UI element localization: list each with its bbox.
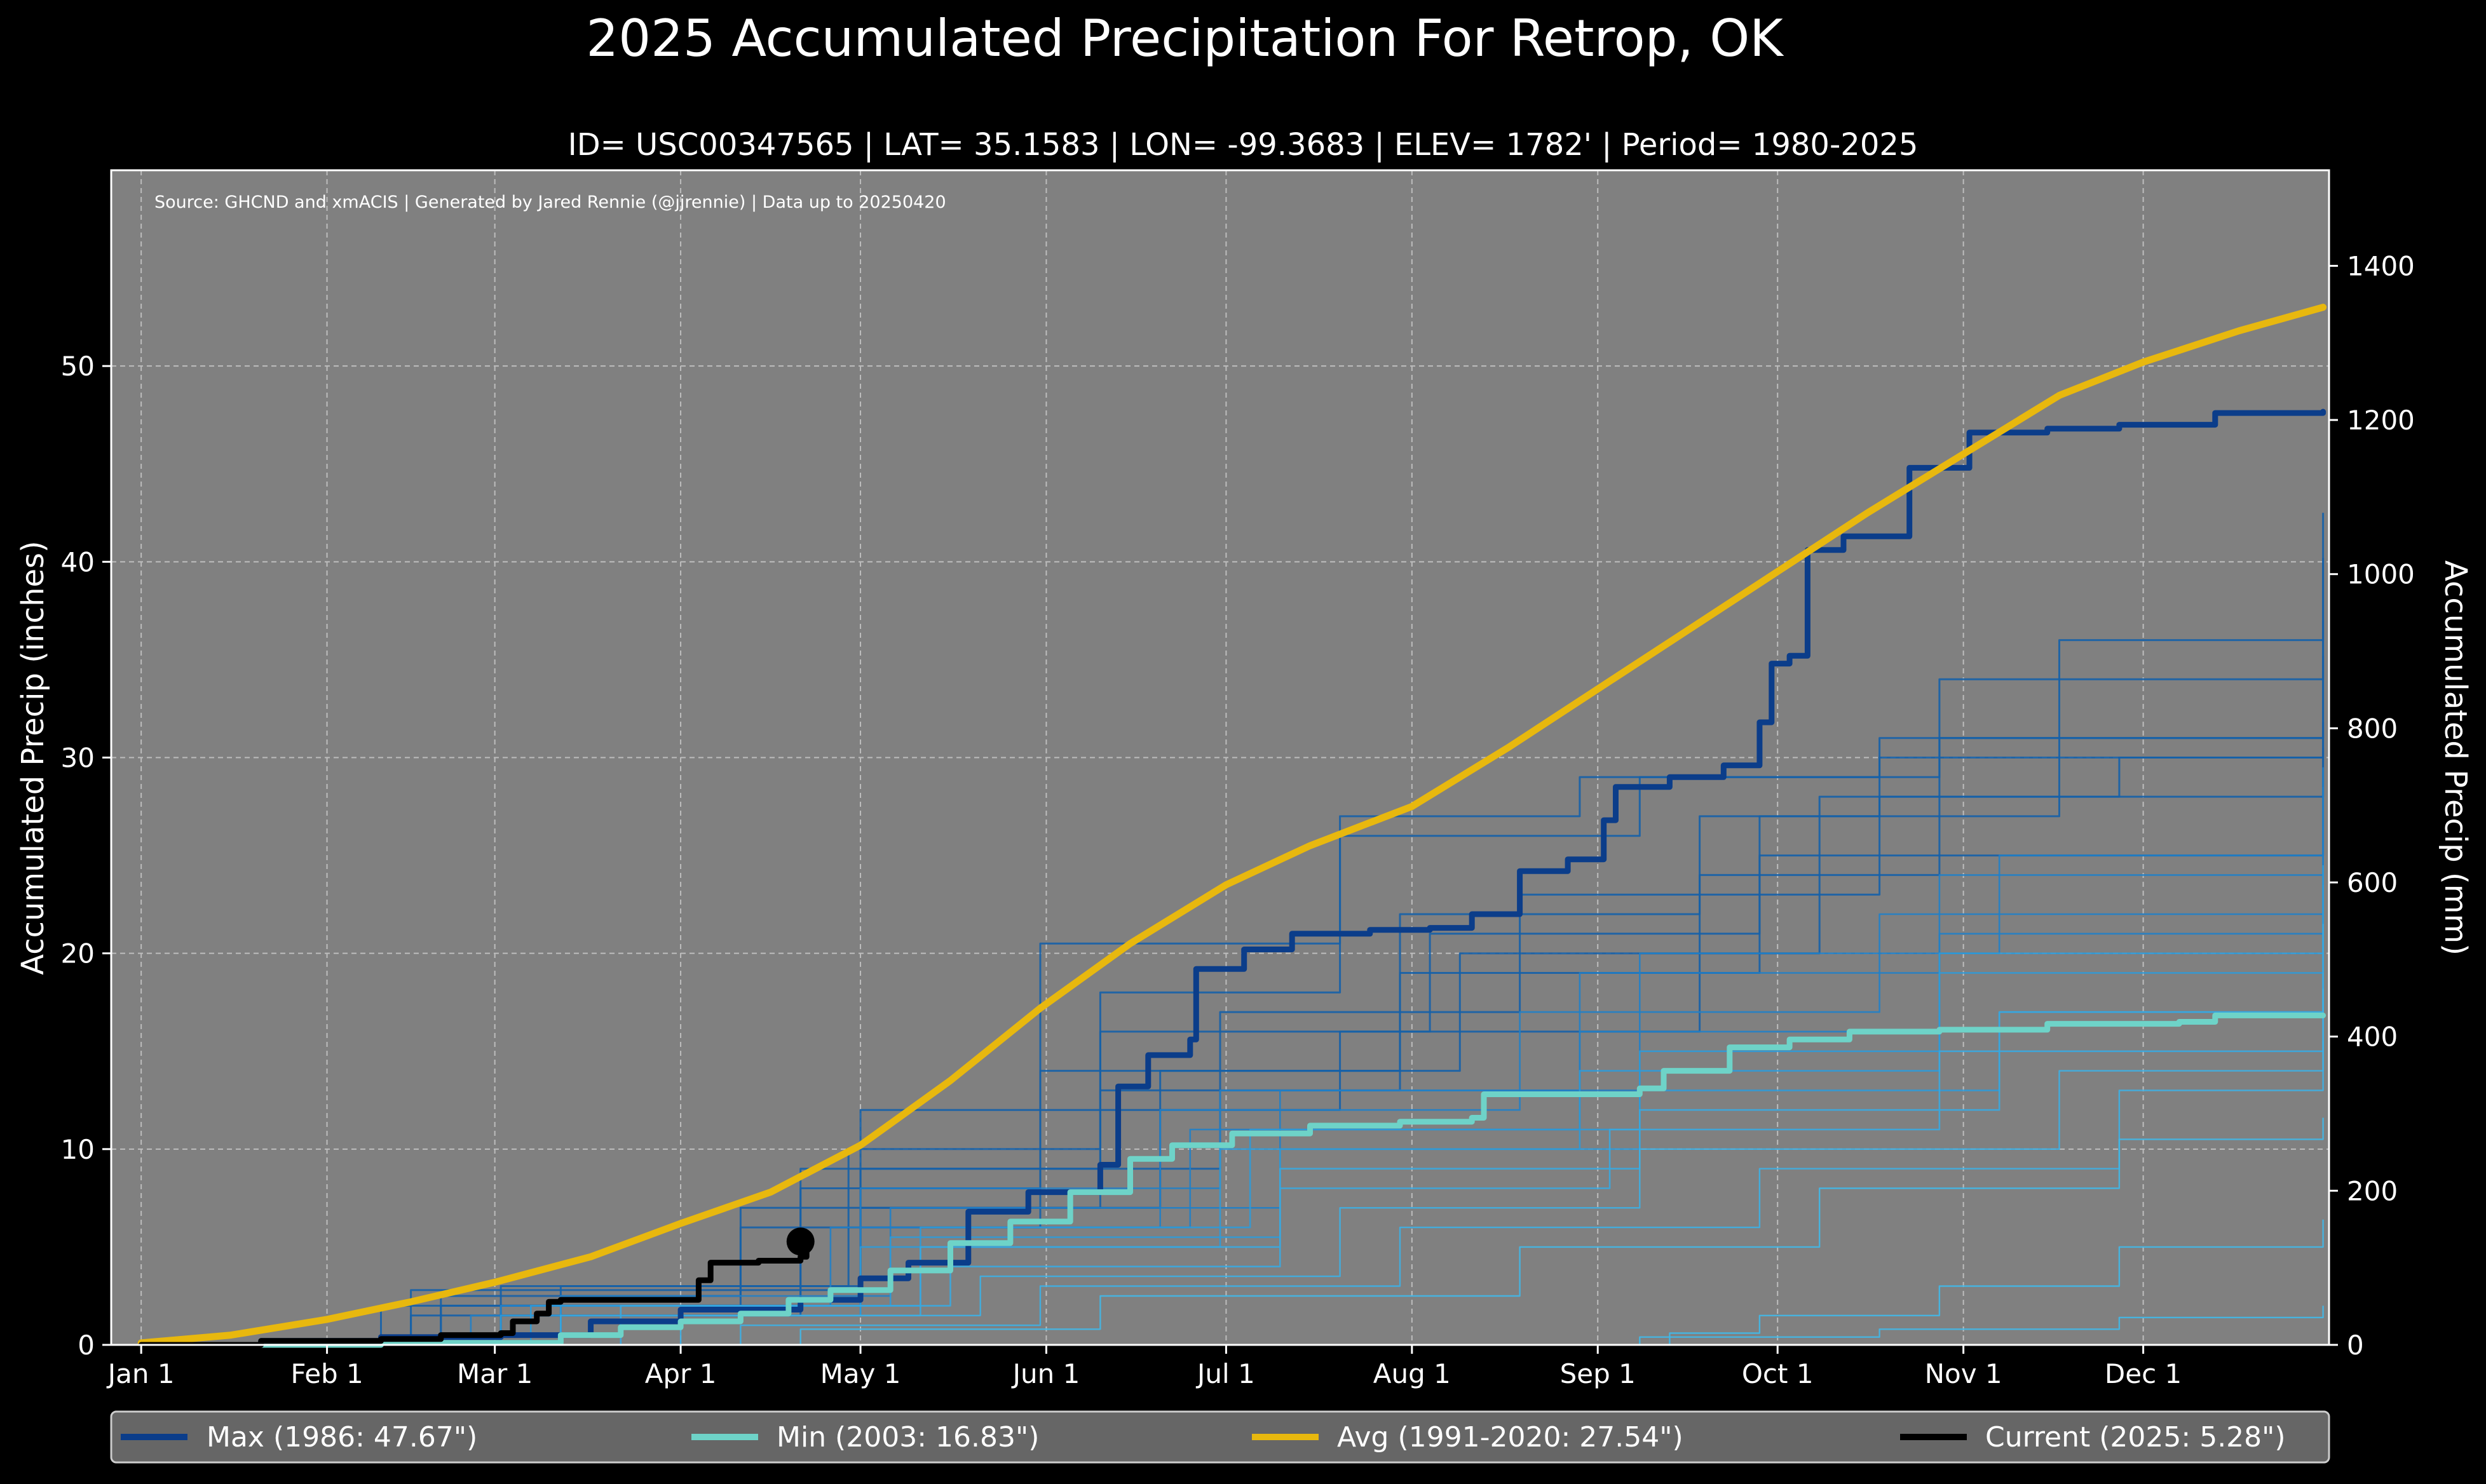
historical-year-line-13 [141,884,2324,1346]
min-series-line [138,1012,2326,1348]
legend-box [110,1410,2330,1464]
current-value-marker [786,1227,815,1256]
x-tick-label-11: Dec 1 [2105,1358,2182,1389]
y-right-tick-label-0: 0 [2347,1330,2364,1361]
y-axis-left: 0 10 20 30 40 50 [61,351,111,1361]
legend-label-min: Min (2003: 16.83") [777,1421,1039,1454]
y-right-tick-label-7: 1400 [2347,250,2415,281]
y-axis-label-left: Accumulated Precip (inches) [15,541,51,975]
historical-year-line-4 [141,656,2325,1346]
grid-lines [111,170,2329,1346]
y-right-tick-label-1: 200 [2347,1175,2398,1206]
x-axis: Jan 1 Feb 1 Mar 1 Apr 1 May 1 Jun 1 Jul 1 Aug 1… [106,1345,2182,1389]
y-right-tick-label-3: 600 [2347,867,2398,898]
x-tick-label-2: Mar 1 [457,1358,533,1389]
x-tick-label-6: Jul 1 [1195,1358,1255,1389]
y-right-tick-label-5: 1000 [2347,559,2415,590]
source-note: Source: GHCND and xmACIS | Generated by … [154,192,946,212]
y-tick-label-3: 30 [61,743,95,774]
legend: Max (1986: 47.67") Min (2003: 16.83") Avg … [110,1410,2330,1464]
y-tick-label-5: 50 [61,351,95,382]
legend-label-avg: Avg (1991-2020: 27.54") [1337,1421,1683,1454]
x-tick-label-0: Jan 1 [106,1358,175,1389]
x-tick-label-3: Apr 1 [645,1358,717,1389]
x-tick-label-7: Aug 1 [1373,1358,1451,1389]
chart-subtitle: ID= USC00347565 | LAT= 35.1583 | LON= -9… [568,127,1919,163]
y-right-tick-label-4: 800 [2347,713,2398,744]
avg-series-line [137,304,2327,1347]
y-tick-label-0: 0 [78,1330,95,1361]
historical-year-line-10 [141,826,2324,1346]
y-axis-right: 0 200 400 600 800 1000 1200 1400 [2329,250,2415,1361]
historical-year-line-9 [141,786,2324,1346]
historical-year-line-15 [141,924,2324,1346]
legend-label-max: Max (1986: 47.67") [207,1421,477,1454]
y-tick-label-2: 20 [61,938,95,969]
x-tick-label-10: Nov 1 [1925,1358,2002,1389]
x-tick-label-9: Oct 1 [1742,1358,1814,1389]
x-tick-label-5: Jun 1 [1011,1358,1080,1389]
historical-year-line-19 [141,1117,2324,1346]
historical-year-line-16 [141,973,2324,1346]
current-series-line [138,1238,810,1348]
historical-year-line-18 [141,1041,2324,1346]
x-tick-label-1: Feb 1 [290,1358,363,1389]
y-right-tick-label-6: 1200 [2347,405,2415,436]
historical-year-line-11 [141,846,2324,1346]
legend-label-current: Current (2025: 5.28") [1985,1421,2286,1454]
y-right-tick-label-2: 400 [2347,1022,2398,1053]
chart-title: 2025 Accumulated Precipitation For Retro… [586,9,1784,68]
x-tick-label-8: Sep 1 [1560,1358,1636,1389]
y-axis-label-right: Accumulated Precip (mm) [2438,560,2473,955]
main-series [137,304,2327,1348]
historical-years [141,513,2325,1346]
historical-year-line-21 [1460,1305,2324,1346]
y-tick-label-1: 10 [61,1134,95,1165]
y-tick-label-4: 40 [61,546,95,577]
x-tick-label-4: May 1 [820,1358,901,1389]
